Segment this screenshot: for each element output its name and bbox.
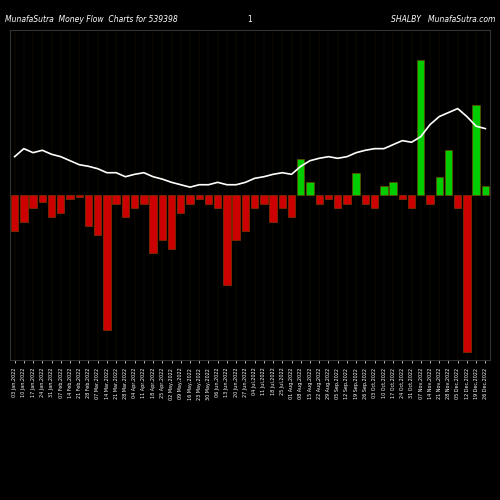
Bar [177, 195, 184, 213]
Bar [278, 195, 286, 208]
Bar [288, 195, 295, 218]
Bar [112, 195, 120, 204]
Bar [196, 195, 203, 200]
Bar [76, 195, 83, 197]
Bar [436, 177, 443, 195]
Bar [260, 195, 268, 204]
Bar [242, 195, 249, 231]
Bar [122, 195, 129, 218]
Bar [445, 150, 452, 195]
Bar [186, 195, 194, 204]
Bar [362, 195, 369, 204]
Bar [316, 195, 323, 204]
Bar [150, 195, 157, 254]
Bar [454, 195, 462, 208]
Bar [426, 195, 434, 204]
Bar [380, 186, 388, 195]
Bar [168, 195, 175, 249]
Bar [251, 195, 258, 208]
Bar [158, 195, 166, 240]
Bar [408, 195, 415, 208]
Bar [343, 195, 350, 204]
Bar [472, 105, 480, 195]
Bar [214, 195, 222, 208]
Text: 1: 1 [248, 15, 252, 24]
Bar [131, 195, 138, 208]
Text: SHALBY   MunafaSutra.com: SHALBY MunafaSutra.com [390, 15, 495, 24]
Bar [223, 195, 230, 285]
Bar [297, 159, 304, 195]
Bar [57, 195, 64, 213]
Bar [334, 195, 342, 208]
Bar [417, 60, 424, 195]
Bar [140, 195, 147, 204]
Bar [232, 195, 240, 240]
Bar [103, 195, 110, 330]
Bar [463, 195, 470, 352]
Bar [94, 195, 102, 235]
Bar [48, 195, 55, 218]
Bar [352, 172, 360, 195]
Bar [390, 182, 397, 195]
Bar [20, 195, 28, 222]
Bar [371, 195, 378, 208]
Bar [66, 195, 73, 200]
Bar [85, 195, 92, 226]
Text: MunafaSutra  Money Flow  Charts for 539398: MunafaSutra Money Flow Charts for 539398 [5, 15, 178, 24]
Bar [270, 195, 277, 222]
Bar [38, 195, 46, 202]
Bar [306, 182, 314, 195]
Bar [30, 195, 37, 208]
Bar [11, 195, 18, 231]
Bar [398, 195, 406, 200]
Bar [205, 195, 212, 204]
Bar [325, 195, 332, 200]
Bar [482, 186, 489, 195]
